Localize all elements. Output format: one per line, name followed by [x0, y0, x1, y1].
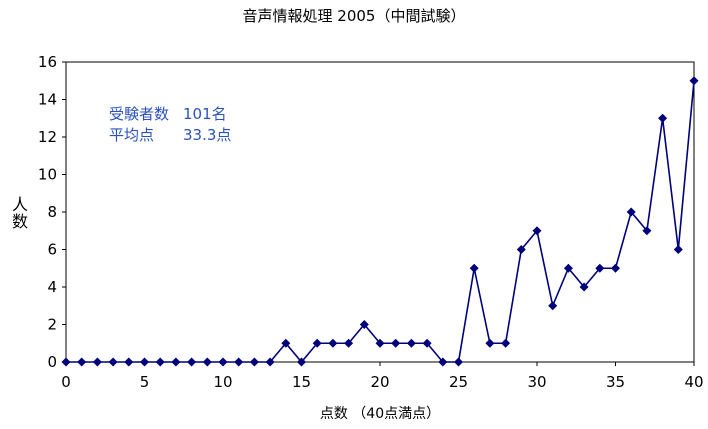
data-point	[92, 357, 102, 367]
examinees-value: 101名	[183, 105, 227, 123]
examinees-label: 受験者数	[109, 105, 170, 123]
x-tick-label: 15	[292, 373, 311, 391]
x-tick-label: 40	[684, 373, 703, 391]
data-point	[454, 357, 463, 367]
x-axis-label: 点数 （40点満点）	[319, 406, 441, 422]
data-point	[689, 76, 699, 86]
data-point	[344, 338, 354, 348]
examinees-note: 受験者数 101名	[109, 103, 227, 124]
data-point	[234, 357, 244, 367]
data-point	[297, 357, 306, 367]
average-label: 平均点	[109, 126, 155, 144]
data-point	[61, 357, 71, 367]
x-tick-label: 35	[606, 373, 625, 391]
data-point	[501, 338, 511, 348]
y-axis-label: 人数	[9, 196, 28, 230]
data-point	[155, 357, 165, 367]
data-point	[124, 357, 134, 367]
x-tick-label: 20	[370, 373, 389, 391]
data-point	[375, 338, 385, 348]
y-tick-label: 6	[47, 241, 57, 259]
data-point	[265, 357, 275, 367]
y-tick-label: 10	[38, 166, 57, 184]
average-note: 平均点 33.3点	[109, 124, 231, 145]
x-tick-label: 10	[213, 373, 232, 391]
chart-tick-labels: 0 2 4 6 8 10 12 14 16 0 5 10 15 20 25 30 35 40	[38, 53, 704, 391]
y-tick-label: 12	[38, 128, 57, 146]
data-point	[642, 226, 652, 236]
x-tick-label: 30	[527, 373, 546, 391]
y-tick-label: 16	[38, 53, 57, 71]
data-point	[187, 357, 197, 367]
data-point	[218, 357, 228, 367]
chart-series	[61, 76, 699, 367]
data-point	[469, 263, 479, 273]
y-tick-label: 8	[47, 203, 57, 221]
data-point	[391, 338, 401, 348]
data-point	[438, 357, 448, 367]
data-point	[77, 357, 87, 367]
data-point	[140, 357, 149, 367]
data-point	[548, 301, 558, 311]
data-point	[312, 338, 322, 348]
data-point	[171, 357, 181, 367]
y-tick-label: 14	[38, 91, 57, 109]
data-point	[108, 357, 118, 367]
x-tick-label: 25	[449, 373, 468, 391]
x-tick-label: 5	[140, 373, 150, 391]
data-point	[359, 320, 369, 329]
data-point	[563, 263, 573, 273]
data-point	[579, 282, 589, 292]
data-point	[658, 113, 668, 123]
data-point	[485, 338, 495, 348]
average-value: 33.3点	[183, 126, 232, 144]
data-point	[532, 226, 542, 236]
y-tick-label: 2	[47, 316, 57, 334]
y-tick-label: 0	[47, 353, 57, 371]
data-point	[611, 263, 620, 273]
data-point	[595, 263, 605, 273]
chart-title: 音声情報処理 2005（中間試験）	[242, 7, 466, 25]
data-point	[422, 338, 432, 348]
data-point	[516, 245, 526, 254]
data-point	[626, 207, 636, 217]
y-tick-label: 4	[47, 278, 57, 296]
data-point	[202, 357, 212, 367]
data-point	[249, 357, 259, 367]
data-point	[406, 338, 416, 348]
data-point	[328, 338, 338, 348]
data-point	[673, 245, 683, 254]
data-point	[281, 338, 291, 348]
x-tick-label: 0	[61, 373, 71, 391]
